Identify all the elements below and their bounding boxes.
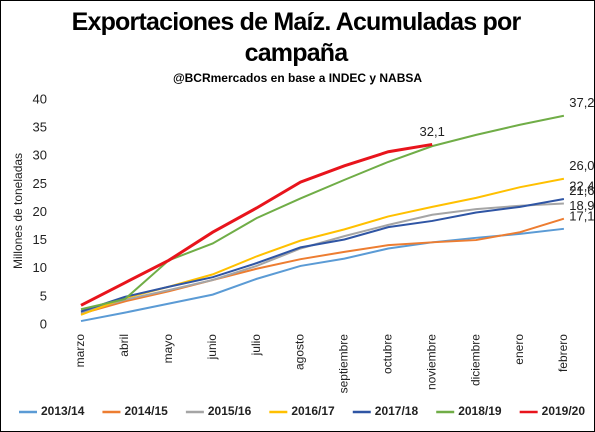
chart-subtitle: @BCRmercados en base a INDEC y NABSA (172, 71, 423, 85)
x-tick-label: agosto (293, 334, 307, 370)
x-tick-label: mayo (161, 334, 175, 364)
legend-label: 2015/16 (208, 404, 252, 418)
y-tick-label: 15 (33, 232, 47, 247)
legend-label: 2019/20 (542, 404, 586, 418)
y-tick-label: 40 (33, 91, 47, 106)
y-tick-label: 10 (33, 260, 47, 275)
x-tick-label: diciembre (468, 334, 482, 386)
x-tick-label: enero (512, 334, 526, 365)
y-axis-label: Millones de toneladas (11, 153, 25, 269)
x-tick-label: septiembre (337, 334, 351, 394)
value-label: 21,6 (569, 183, 594, 198)
legend-label: 2017/18 (375, 404, 419, 418)
value-label: 18,9 (569, 198, 594, 213)
value-label: 37,2 (569, 95, 594, 110)
y-tick-label: 20 (33, 204, 47, 219)
series-line (80, 142, 433, 307)
value-label: 26,0 (569, 158, 594, 173)
series-line (80, 202, 564, 314)
x-tick-label: febrero (556, 334, 570, 372)
series-line (80, 227, 565, 323)
x-tick-label: noviembre (424, 334, 438, 390)
y-tick-label: 0 (40, 316, 47, 331)
value-label: 32,1 (420, 124, 445, 139)
value-label: 22,4 (569, 178, 594, 193)
x-tick-label: julio (249, 334, 263, 357)
x-tick-label: octubre (380, 334, 394, 374)
chart-title: Exportaciones de Maíz. Acumuladas por ca… (71, 8, 522, 67)
series-line (80, 217, 565, 315)
legend-label: 2014/15 (124, 404, 168, 418)
x-tick-label: marzo (73, 334, 87, 368)
y-tick-label: 30 (33, 148, 47, 163)
series-line (80, 198, 565, 313)
legend-label: 2018/19 (458, 404, 502, 418)
x-tick-label: junio (205, 334, 219, 361)
x-tick-label: abril (117, 334, 131, 357)
y-tick-label: 35 (33, 120, 47, 135)
series-line (80, 114, 565, 311)
legend-label: 2016/17 (291, 404, 335, 418)
y-tick-label: 25 (33, 176, 47, 191)
legend-label: 2013/14 (41, 404, 85, 418)
value-label: 17,1 (569, 208, 594, 223)
y-tick-label: 5 (40, 288, 47, 303)
